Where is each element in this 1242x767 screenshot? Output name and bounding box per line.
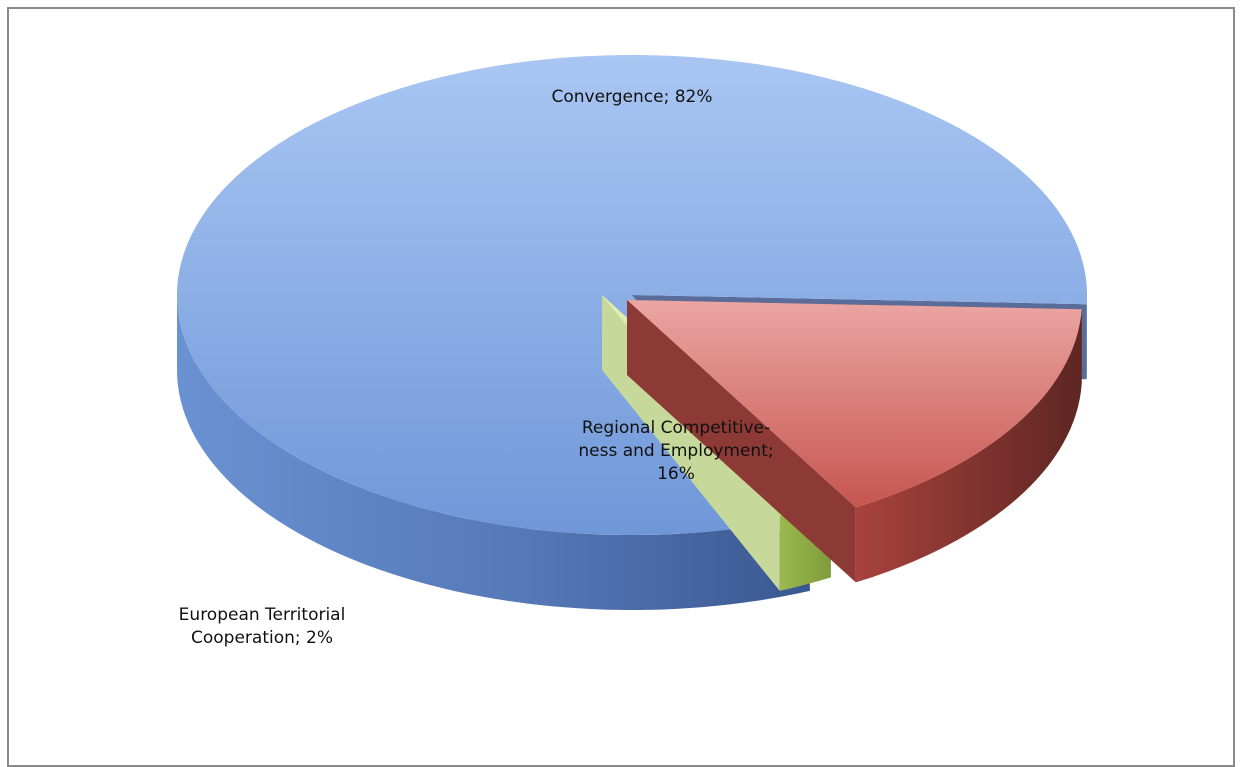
territorial-cooperation-label-line: European Territorial	[179, 605, 346, 625]
territorial-cooperation-label: European Territorial Cooperation; 2%	[179, 605, 346, 648]
regional-competitiveness-label-line: ness and Employment;	[578, 441, 773, 461]
convergence-label-line: Convergence; 82%	[551, 87, 712, 107]
regional-competitiveness-label-line: 16%	[657, 464, 695, 484]
territorial-cooperation-label-line: Cooperation; 2%	[191, 628, 333, 648]
convergence-label: Convergence; 82%	[551, 87, 712, 107]
regional-competitiveness-label-line: Regional Competitive-	[582, 418, 770, 438]
